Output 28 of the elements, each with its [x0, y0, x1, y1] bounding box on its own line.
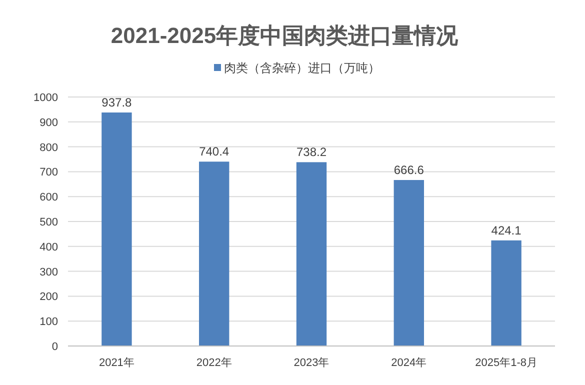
x-tick-label: 2023年 [294, 357, 330, 369]
y-tick-label: 900 [40, 116, 58, 129]
y-tick-label: 500 [40, 216, 58, 228]
bar [296, 162, 327, 346]
y-tick-label: 600 [40, 192, 58, 204]
y-tick-label: 1000 [34, 92, 58, 104]
bar [491, 240, 522, 346]
data-label: 738.2 [296, 145, 327, 160]
legend-label: 肉类（含杂碎）进口（万吨） [224, 61, 380, 75]
y-tick-label: 100 [40, 316, 58, 328]
data-label: 937.8 [102, 95, 132, 110]
x-tick-label: 2024年 [391, 357, 427, 369]
chart-title: 2021-2025年度中国肉类进口量情况 [110, 23, 460, 48]
y-tick-label: 200 [40, 291, 58, 304]
y-tick-label: 700 [40, 166, 58, 179]
data-label: 740.4 [199, 144, 230, 159]
y-tick-label: 400 [40, 241, 58, 254]
data-label: 424.1 [491, 223, 522, 238]
bar [102, 112, 132, 346]
bar [199, 162, 230, 346]
x-tick-label: 2021年 [98, 357, 134, 369]
data-label: 666.6 [394, 163, 424, 178]
y-tick-label: 0 [52, 341, 58, 353]
y-tick-label: 800 [40, 142, 58, 154]
x-tick-label: 2025年1-8月 [475, 357, 538, 369]
x-tick-label: 2022年 [196, 357, 232, 369]
bar [394, 180, 424, 346]
y-tick-label: 300 [40, 266, 58, 278]
